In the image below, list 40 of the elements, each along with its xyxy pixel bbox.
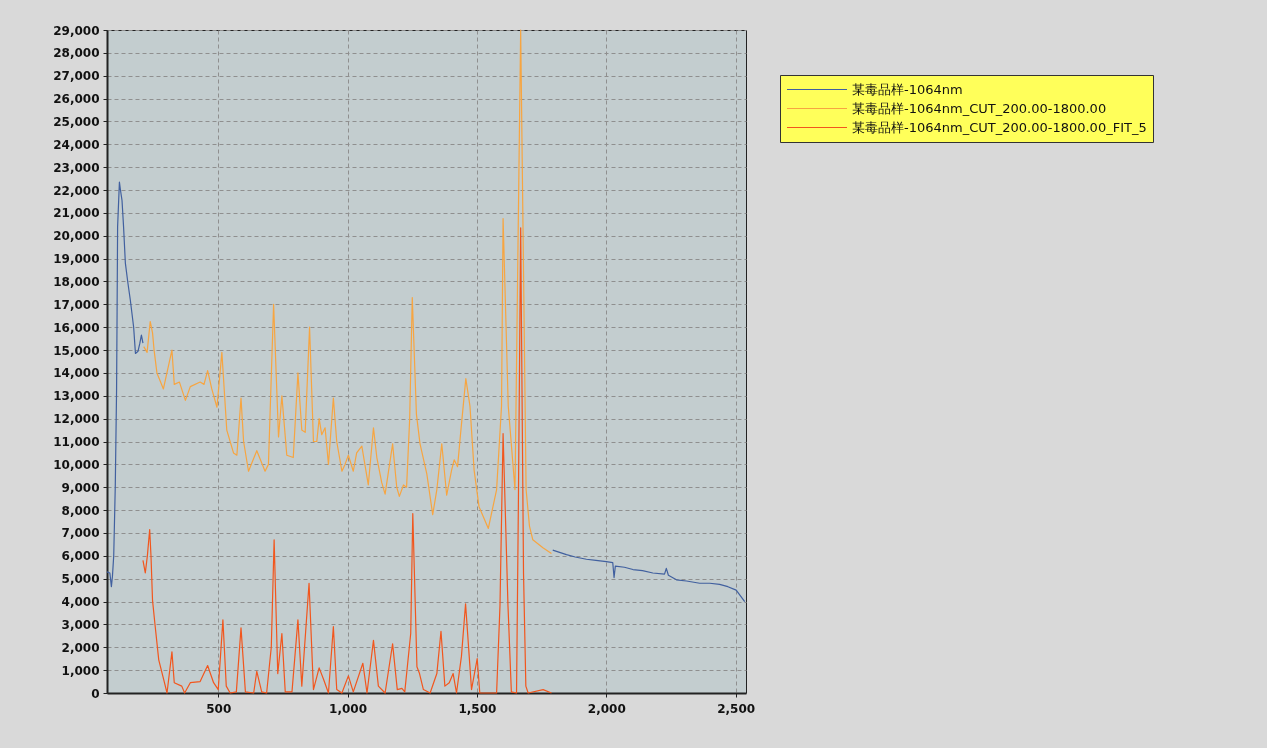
legend-label: 某毒品样-1064nm_CUT_200.00-1800.00 [852,100,1107,116]
y-tick-label: 11,000 [53,435,100,450]
y-tick-label: 1,000 [61,663,100,678]
y-tick-label: 4,000 [61,595,100,610]
legend-label: 某毒品样-1064nm [852,81,963,97]
y-tick-label: 18,000 [53,274,100,289]
y-tick-label: 10,000 [53,457,100,472]
y-tick-label: 16,000 [53,320,100,335]
y-tick-label: 21,000 [53,206,100,221]
y-tick-label: 19,000 [53,252,100,267]
x-tick-label: 1,500 [458,701,497,716]
y-tick-label: 27,000 [53,69,100,84]
y-tick-label: 12,000 [53,412,100,427]
x-tick-label: 1,000 [329,701,368,716]
y-tick-label: 28,000 [53,46,100,61]
y-tick-label: 14,000 [53,366,100,381]
y-tick-label: 23,000 [53,160,100,175]
y-tick-label: 25,000 [53,114,100,129]
y-tick-label: 24,000 [53,137,100,152]
y-tick-label: 3,000 [61,617,100,632]
y-tick-label: 7,000 [61,526,100,541]
line-series [143,29,553,555]
x-tick-label: 500 [206,701,232,716]
y-tick-label: 22,000 [53,183,100,198]
legend-label: 某毒品样-1064nm_CUT_200.00-1800.00_FIT_5 [852,119,1147,135]
x-tick-label: 2,000 [587,701,626,716]
y-tick-label: 13,000 [53,389,100,404]
y-tick-label: 9,000 [61,480,100,495]
y-tick-label: 15,000 [53,343,100,358]
y-tick-label: 6,000 [61,549,100,564]
y-tick-label: 2,000 [61,640,100,655]
y-tick-label: 17,000 [53,297,100,312]
y-tick-label: 8,000 [61,503,100,518]
y-tick-label: 29,000 [53,23,100,38]
y-tick-label: 20,000 [53,229,100,244]
y-tick-label: 5,000 [61,572,100,587]
x-tick-label: 2,500 [717,701,756,716]
y-tick-label: 26,000 [53,92,100,107]
y-tick-label: 0 [91,686,100,701]
line-series [142,227,553,694]
